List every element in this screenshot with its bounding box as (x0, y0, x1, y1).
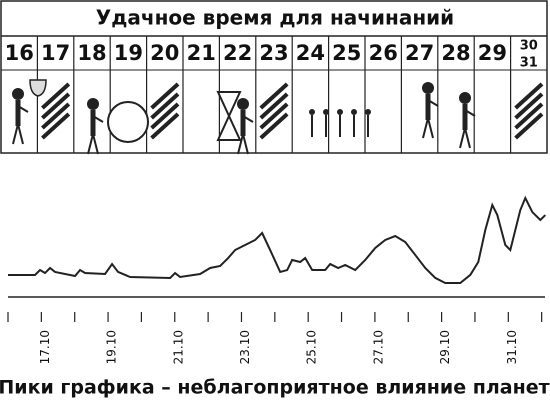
hatch-icon (514, 102, 544, 130)
day-number: 31 (520, 56, 538, 71)
day-number: 29 (478, 41, 507, 65)
person-icon (459, 127, 466, 149)
hatch-icon (41, 82, 71, 110)
day-number: 28 (441, 41, 470, 65)
hatch-icon (259, 112, 289, 140)
person-icon (242, 115, 254, 123)
x-tick-label: 17.10 (38, 330, 52, 364)
hourglass-icon (216, 91, 242, 141)
person-icon (237, 98, 249, 110)
person-icon (323, 109, 329, 115)
calendar-title: Удачное время для начинаний (96, 6, 454, 30)
chart-caption: Пики графика – неблагоприятное влияние п… (0, 377, 550, 399)
x-tick-label: 29.10 (438, 330, 452, 364)
day-number: 22 (223, 41, 252, 65)
hatch-icon (41, 102, 71, 130)
day-number: 19 (114, 41, 143, 65)
day-number: 26 (369, 41, 398, 65)
person-icon (459, 92, 471, 104)
hatch-icon (514, 92, 544, 120)
person-icon (422, 117, 429, 139)
person-icon (17, 105, 29, 113)
person-icon (309, 109, 315, 115)
day-number: 20 (150, 41, 179, 65)
day-number: 24 (296, 41, 325, 65)
person-icon (351, 109, 357, 115)
hatch-icon (259, 102, 289, 130)
x-tick-label: 23.10 (238, 330, 252, 364)
person-icon (12, 88, 24, 100)
hatch-icon (259, 82, 289, 110)
hatch-icon (150, 102, 180, 130)
person-icon (87, 133, 94, 155)
person-icon (237, 133, 244, 155)
person-icon (87, 98, 99, 110)
day-number: 30 (520, 39, 538, 54)
person-icon (365, 109, 371, 115)
hatch-icon (41, 112, 71, 140)
person-icon (422, 82, 434, 94)
person-icon (17, 123, 24, 145)
person-icon (464, 109, 476, 117)
day-number: 21 (187, 41, 216, 65)
line-series (8, 195, 547, 284)
person-icon (92, 115, 104, 123)
x-tick-label: 21.10 (171, 330, 185, 364)
person-icon (12, 123, 19, 145)
money-bag-icon (107, 101, 149, 143)
person-icon (337, 109, 343, 115)
person-icon (427, 117, 434, 139)
x-tick-label: 31.10 (505, 330, 519, 364)
hatch-icon (150, 112, 180, 140)
person-icon (427, 99, 439, 107)
hatch-icon (259, 92, 289, 120)
hatch-icon (514, 112, 544, 140)
day-number: 27 (405, 41, 434, 65)
x-tick-label: 27.10 (371, 330, 385, 364)
person-icon (242, 133, 249, 155)
day-number: 23 (259, 41, 288, 65)
x-tick-label: 25.10 (305, 330, 319, 364)
person-icon (464, 127, 471, 149)
hatch-icon (150, 82, 180, 110)
person-icon (92, 133, 99, 155)
day-number: 25 (332, 41, 361, 65)
hatch-icon (150, 92, 180, 120)
hatch-icon (41, 92, 71, 120)
cup-icon (29, 79, 47, 97)
day-number: 18 (77, 41, 106, 65)
hatch-icon (514, 82, 544, 110)
day-number: 16 (5, 41, 34, 65)
day-number: 17 (41, 41, 70, 65)
x-tick-label: 19.10 (105, 330, 119, 364)
